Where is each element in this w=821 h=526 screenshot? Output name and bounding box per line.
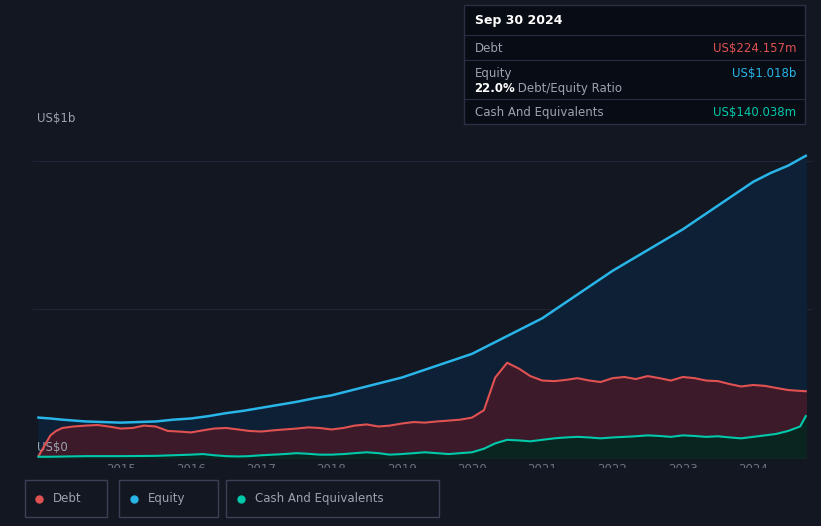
Text: Debt/Equity Ratio: Debt/Equity Ratio bbox=[514, 82, 622, 95]
Text: US$1b: US$1b bbox=[37, 112, 75, 125]
Text: US$1.018b: US$1.018b bbox=[732, 67, 796, 79]
Text: US$140.038m: US$140.038m bbox=[713, 106, 796, 119]
Text: 22.0%: 22.0% bbox=[475, 82, 516, 95]
Text: Sep 30 2024: Sep 30 2024 bbox=[475, 14, 562, 26]
Text: Debt: Debt bbox=[475, 42, 503, 55]
Text: US$0: US$0 bbox=[37, 441, 67, 454]
Text: Equity: Equity bbox=[148, 492, 186, 505]
Text: Equity: Equity bbox=[475, 67, 512, 79]
Text: Debt: Debt bbox=[53, 492, 82, 505]
Text: Cash And Equivalents: Cash And Equivalents bbox=[475, 106, 603, 119]
Text: US$224.157m: US$224.157m bbox=[713, 42, 796, 55]
Text: Cash And Equivalents: Cash And Equivalents bbox=[255, 492, 383, 505]
